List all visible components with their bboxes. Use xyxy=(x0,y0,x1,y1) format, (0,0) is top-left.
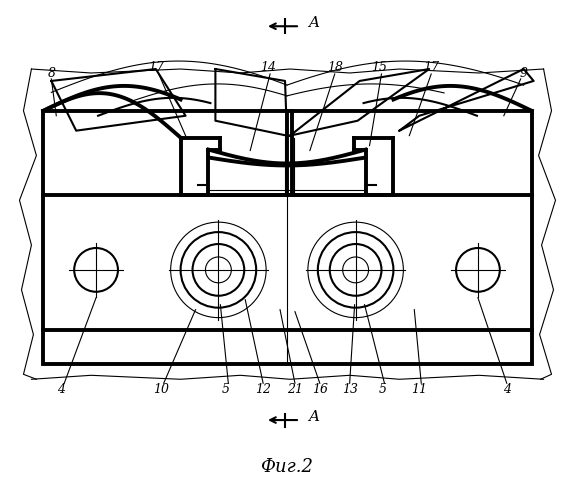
Text: A: A xyxy=(308,16,319,30)
Circle shape xyxy=(181,232,256,308)
Circle shape xyxy=(205,257,231,283)
Text: 10: 10 xyxy=(153,382,168,396)
Circle shape xyxy=(456,248,500,292)
Text: 12: 12 xyxy=(255,382,271,396)
Text: 14: 14 xyxy=(260,60,276,74)
Text: 21: 21 xyxy=(287,382,303,396)
Circle shape xyxy=(74,248,118,292)
Text: 13: 13 xyxy=(342,382,358,396)
Circle shape xyxy=(343,257,369,283)
Circle shape xyxy=(193,244,244,296)
Text: 8: 8 xyxy=(47,68,55,80)
Text: 16: 16 xyxy=(312,382,328,396)
Circle shape xyxy=(330,244,381,296)
Circle shape xyxy=(318,232,393,308)
Circle shape xyxy=(308,222,403,318)
Text: 5: 5 xyxy=(378,382,386,396)
Text: 11: 11 xyxy=(411,382,427,396)
Circle shape xyxy=(171,222,266,318)
Text: Фиг.2: Фиг.2 xyxy=(260,458,313,476)
Text: 4: 4 xyxy=(503,382,511,396)
Bar xyxy=(43,111,532,364)
Text: 9: 9 xyxy=(520,68,528,80)
Text: 5: 5 xyxy=(221,382,229,396)
Text: 18: 18 xyxy=(327,60,343,74)
Text: 17: 17 xyxy=(423,60,439,74)
Text: A: A xyxy=(308,410,319,424)
Text: 15: 15 xyxy=(371,60,388,74)
Bar xyxy=(32,66,543,380)
Text: 4: 4 xyxy=(58,382,66,396)
Text: 17: 17 xyxy=(148,60,164,74)
